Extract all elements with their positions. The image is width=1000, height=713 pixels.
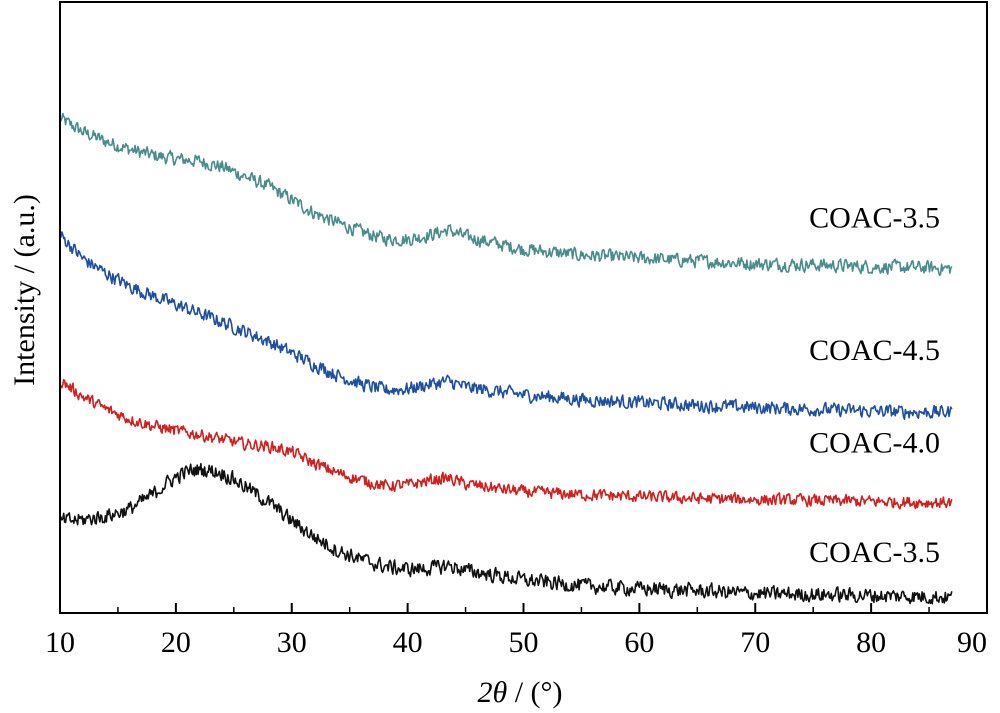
x-tick-label: 50	[509, 626, 539, 659]
x-axis-label: 2θ / (°)	[477, 676, 562, 709]
x-axis-label-unit: / (°)	[507, 676, 562, 709]
series-label-2: COAC-4.5	[809, 334, 940, 367]
series-line-1	[59, 112, 953, 277]
series-label-1: COAC-3.5	[809, 201, 940, 234]
series-line-3	[59, 379, 953, 510]
x-tick-label: 70	[740, 626, 770, 659]
x-tick-label: 10	[45, 626, 75, 659]
x-tick-label: 90	[957, 626, 987, 659]
x-axis-label-prefix: 2	[477, 676, 492, 709]
y-axis-label: Intensity / (a.u.)	[8, 194, 41, 386]
series-label-4: COAC-3.5	[809, 536, 940, 569]
series-layer	[59, 112, 953, 605]
x-tick-label: 40	[393, 626, 423, 659]
x-axis-label-variable: θ	[492, 676, 507, 709]
series-labels: COAC-3.5 COAC-4.5 COAC-4.0 COAC-3.5	[809, 201, 940, 569]
x-tick-label: 60	[624, 626, 654, 659]
series-line-2	[59, 231, 953, 420]
x-tick-label: 20	[161, 626, 191, 659]
series-line-4	[59, 462, 953, 605]
x-axis-ticks: 10 20 30 40 50 60 70 80 90	[45, 603, 988, 659]
x-tick-label: 30	[277, 626, 307, 659]
series-label-3: COAC-4.0	[809, 426, 940, 459]
x-tick-label: 80	[856, 626, 886, 659]
